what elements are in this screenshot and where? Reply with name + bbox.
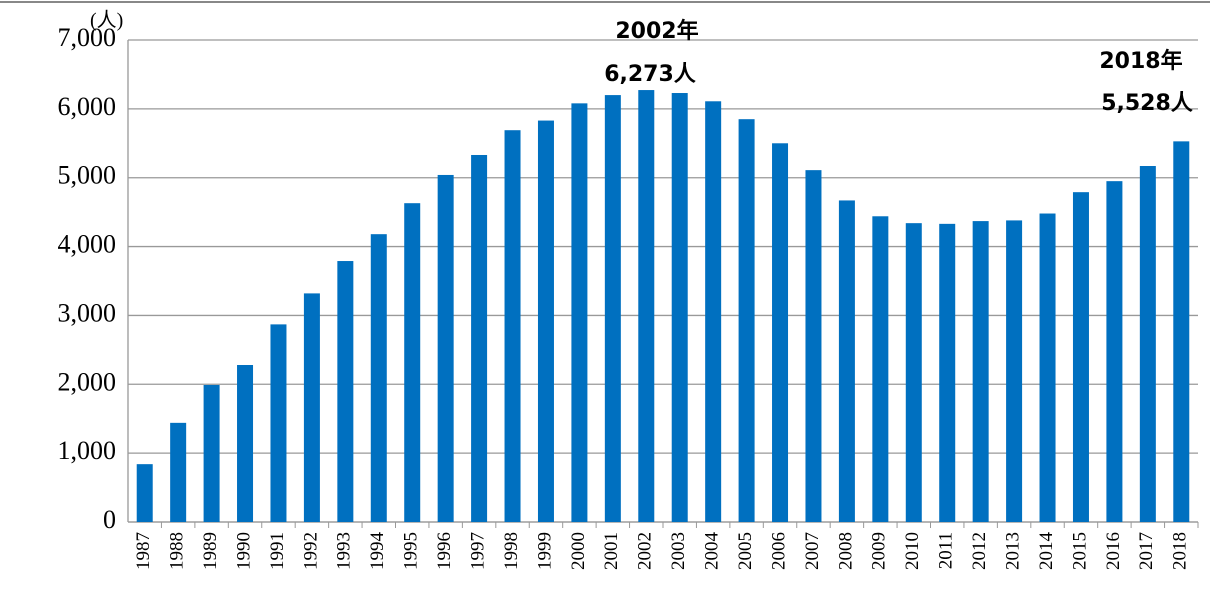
bar (437, 174, 454, 522)
x-tick-label: 2003 (668, 532, 689, 570)
x-tick-label: 1998 (501, 532, 522, 570)
x-tick-label: 2017 (1136, 532, 1157, 570)
x-tick-label: 2011 (936, 532, 957, 569)
x-tick-label: 2005 (735, 532, 756, 570)
y-tick-label: 5,000 (58, 161, 117, 190)
bar (1106, 181, 1123, 522)
x-tick-label: 2014 (1036, 532, 1057, 571)
bar (1039, 213, 1056, 522)
x-tick-label: 1990 (233, 532, 254, 570)
x-tick-label: 1995 (401, 532, 422, 570)
bar (370, 234, 387, 523)
x-tick-label: 2002 (635, 532, 656, 570)
bar (772, 143, 789, 523)
x-tick-label: 2010 (902, 532, 923, 570)
bar (203, 384, 220, 522)
x-tick-label: 2013 (1002, 532, 1023, 570)
bar (939, 223, 956, 522)
x-tick-label: 2007 (802, 532, 823, 570)
x-tick-label: 2012 (969, 532, 990, 570)
x-tick-label: 2001 (601, 532, 622, 570)
x-tick-label: 2006 (768, 532, 789, 570)
x-tick-label: 2000 (568, 532, 589, 570)
bar (504, 130, 521, 522)
bar (471, 154, 488, 522)
y-tick-label: 6,000 (58, 92, 117, 121)
bar (136, 464, 153, 522)
x-tick-label: 2009 (869, 532, 890, 570)
y-tick-label: 0 (103, 505, 116, 534)
y-tick-label: 7,000 (58, 23, 117, 52)
x-tick-label: 1996 (434, 532, 455, 570)
x-tick-label: 2016 (1103, 532, 1124, 570)
x-tick-label: 2015 (1069, 532, 1090, 570)
bar (872, 216, 889, 522)
bar (1072, 192, 1089, 522)
x-tick-label: 1991 (267, 532, 288, 570)
x-tick-label: 2008 (835, 532, 856, 570)
bar (170, 422, 187, 522)
bar (404, 203, 421, 523)
bar (337, 261, 354, 522)
bar (1006, 220, 1023, 523)
y-tick-label: 1,000 (58, 436, 117, 465)
bar (237, 365, 254, 522)
bar (604, 95, 621, 522)
bar (972, 221, 989, 522)
unit-label: (人) (90, 9, 123, 32)
x-tick-label: 1993 (334, 532, 355, 570)
x-tick-label: 1988 (167, 532, 188, 570)
x-tick-label: 1999 (534, 532, 555, 570)
bar (705, 101, 722, 522)
bar (270, 324, 287, 522)
bar (303, 293, 320, 522)
annotation: 2018年 (1099, 48, 1182, 74)
annotation: 6,273人 (604, 62, 696, 87)
x-tick-label: 1997 (467, 532, 488, 570)
x-tick-label: 1989 (200, 532, 221, 570)
bar (671, 93, 688, 523)
bar (738, 119, 755, 522)
annotation: 2002年 (615, 18, 698, 44)
x-tick-label: 2004 (702, 532, 723, 571)
bar (537, 120, 554, 522)
y-tick-label: 2,000 (58, 367, 117, 396)
x-tick-label: 1992 (300, 532, 321, 570)
bar (638, 90, 655, 522)
x-tick-label: 1987 (133, 532, 154, 570)
bar (1139, 166, 1156, 522)
y-tick-label: 4,000 (58, 230, 117, 259)
annotation: 5,528人 (1101, 91, 1193, 116)
bar (1173, 141, 1190, 522)
bar (838, 200, 855, 523)
y-tick-label: 3,000 (58, 298, 117, 327)
x-tick-label: 2018 (1170, 532, 1191, 570)
bar (805, 170, 822, 522)
bar (905, 223, 922, 522)
x-tick-label: 1994 (367, 532, 388, 571)
bar (571, 103, 588, 522)
